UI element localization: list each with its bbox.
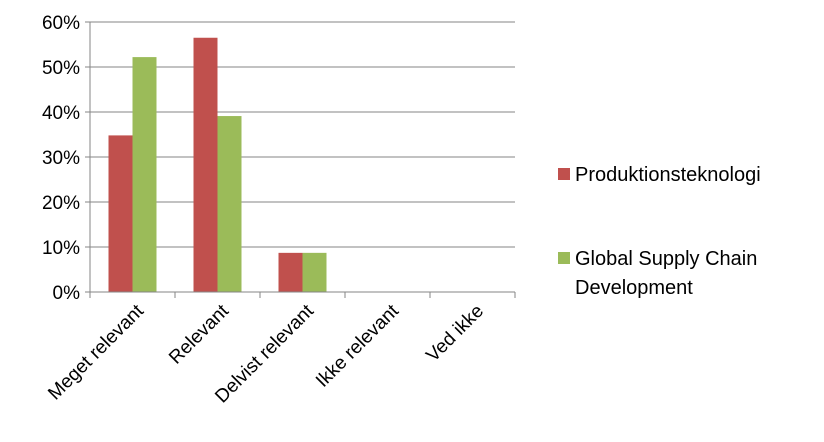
bar-global-supply-chain-2 (302, 252, 327, 292)
y-tick-label: 20% (42, 193, 80, 214)
y-tick-label: 30% (42, 148, 80, 169)
x-category-label: Relevant (165, 300, 233, 368)
x-category-label: Meget relevant (44, 300, 148, 404)
legend-swatch (558, 252, 570, 264)
bar-produktionsteknologi-0 (108, 135, 133, 292)
y-tick-label: 50% (42, 58, 80, 79)
y-tick-label: 40% (42, 103, 80, 124)
bar-produktionsteknologi-2 (278, 252, 303, 292)
x-category-label: Ved ikke (422, 301, 488, 367)
bar-global-supply-chain-1 (217, 116, 242, 292)
legend-label: Produktionsteknologi (575, 164, 761, 186)
axes (89, 22, 515, 293)
legend: Produktionsteknologi Global Supply Chain D… (558, 164, 761, 299)
y-tick-label: 60% (42, 13, 80, 34)
y-axis-ticks: 0% 10% 20% 30% 40% 50% 60% (42, 13, 90, 304)
y-tick-label: 0% (53, 283, 81, 304)
bar-produktionsteknologi-1 (193, 37, 218, 292)
gridlines (90, 21, 515, 248)
bars (108, 37, 327, 292)
legend-label: Global Supply Chain (575, 248, 757, 270)
bar-global-supply-chain-0 (132, 57, 157, 292)
y-tick-label: 10% (42, 238, 80, 259)
legend-swatch (558, 168, 570, 180)
x-category-label: Ikke relevant (312, 300, 404, 392)
legend-label: Development (575, 277, 693, 299)
